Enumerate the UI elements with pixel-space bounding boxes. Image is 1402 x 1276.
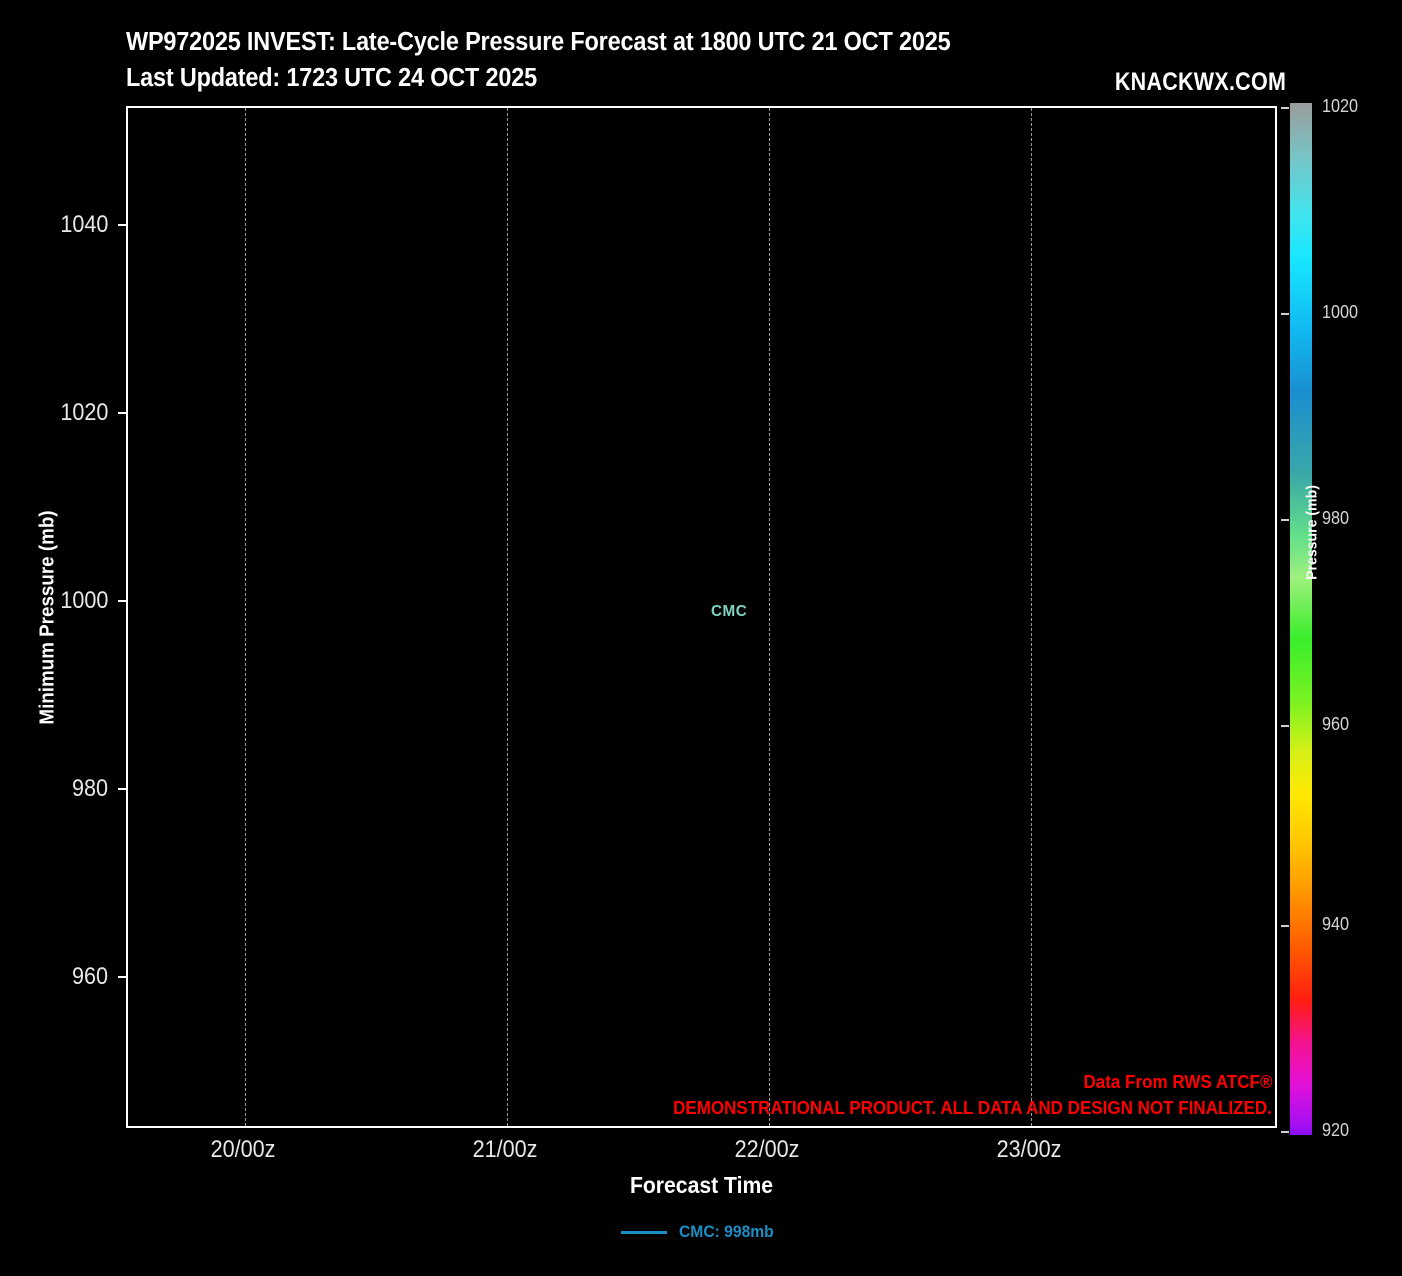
y-axis-tick (118, 788, 126, 790)
colorbar-gradient (1290, 103, 1312, 1135)
x-axis-title: Forecast Time (629, 1172, 774, 1198)
page-title: WP972025 INVEST: Late-Cycle Pressure For… (126, 28, 951, 56)
colorbar-tick-label: 980 (1322, 508, 1350, 528)
legend-item-cmc[interactable]: CMC: 998mb (620, 1222, 782, 1242)
legend-line-swatch (620, 1230, 667, 1234)
gridline-vertical (507, 108, 508, 1126)
colorbar-tick (1281, 107, 1289, 109)
y-axis-tick-label: 960 (71, 963, 108, 990)
colorbar-tick-label: 1020 (1322, 96, 1359, 116)
y-axis-tick (118, 976, 126, 978)
y-axis-tick-label: 1000 (59, 587, 108, 614)
series-annotation-cmc: CMC (711, 603, 748, 620)
last-updated-label: Last Updated: 1723 UTC 24 OCT 2025 (126, 64, 537, 92)
site-watermark: KNACKWX.COM (1114, 68, 1286, 96)
gridline-vertical (769, 108, 770, 1126)
y-axis-title: Minimum Pressure (mb) (36, 510, 59, 725)
colorbar-tick (1281, 519, 1289, 521)
y-axis-tick (118, 600, 126, 602)
colorbar-title: Pressure (mb) (1303, 485, 1321, 580)
y-axis-tick (118, 412, 126, 414)
colorbar-tick-label: 940 (1322, 914, 1350, 934)
data-source-note: Data From RWS ATCF® (1082, 1071, 1272, 1092)
chart-legend: CMC: 998mb (0, 1222, 1402, 1242)
y-axis-tick-label: 1040 (59, 211, 108, 238)
colorbar-tick (1281, 1131, 1289, 1133)
colorbar: 1020 1000 980 960 940 920 (1281, 96, 1358, 1140)
x-axis-tick-label: 22/00z (734, 1136, 800, 1163)
colorbar-tick (1281, 925, 1289, 927)
gridline-vertical (1031, 108, 1032, 1126)
colorbar-tick (1281, 725, 1289, 727)
colorbar-tick-label: 960 (1322, 714, 1350, 734)
y-axis-tick (118, 224, 126, 226)
y-axis-tick-label: 1020 (59, 399, 108, 426)
colorbar-tick (1281, 313, 1289, 315)
chart-header: WP972025 INVEST: Late-Cycle Pressure For… (126, 28, 1286, 98)
plot-area (126, 106, 1277, 1128)
x-axis-tick-label: 21/00z (472, 1136, 538, 1163)
legend-item-label: CMC: 998mb (678, 1222, 774, 1241)
y-axis-tick-label: 980 (71, 775, 108, 802)
gridline-vertical (245, 108, 246, 1126)
colorbar-tick-label: 920 (1322, 1120, 1350, 1140)
x-axis-tick-label: 20/00z (210, 1136, 276, 1163)
x-axis-tick-label: 23/00z (996, 1136, 1062, 1163)
colorbar-tick-label: 1000 (1322, 302, 1359, 322)
demo-disclaimer: DEMONSTRATIONAL PRODUCT. ALL DATA AND DE… (673, 1097, 1272, 1118)
